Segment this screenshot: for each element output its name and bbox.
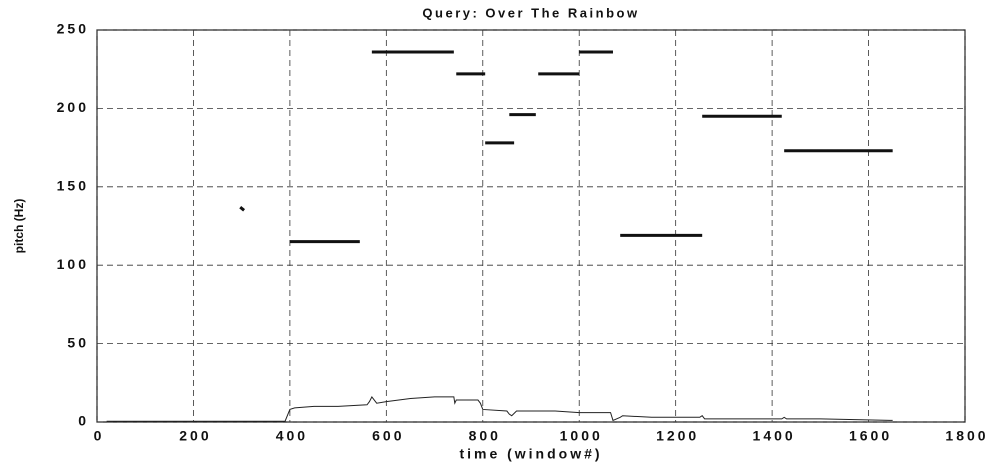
y-tick-label: 50	[67, 334, 89, 350]
x-tick-label: 800	[469, 428, 501, 444]
y-tick-label: 200	[57, 99, 89, 115]
x-tick-label: 400	[276, 428, 308, 444]
line-series	[106, 395, 893, 422]
x-axis-label: time (window#)	[459, 446, 602, 462]
x-tick-label: 1800	[945, 428, 988, 444]
y-tick-label: 0	[78, 413, 89, 429]
x-tick-label: 600	[372, 428, 404, 444]
plot-area	[96, 29, 966, 423]
x-tick-label: 1200	[656, 428, 699, 444]
y-tick-label: 100	[57, 256, 89, 272]
x-tick-label: 1000	[560, 428, 603, 444]
y-tick-label: 250	[57, 21, 89, 37]
chart-title: Query: Over The Rainbow	[422, 5, 639, 20]
y-axis-label: pitch (Hz)	[12, 199, 26, 254]
x-tick-label: 1600	[849, 428, 892, 444]
y-tick-label: 150	[57, 178, 89, 194]
x-tick-label: 1400	[753, 428, 796, 444]
x-tick-label: 200	[179, 428, 211, 444]
x-tick-label: 0	[94, 428, 105, 444]
line-series	[239, 50, 893, 244]
